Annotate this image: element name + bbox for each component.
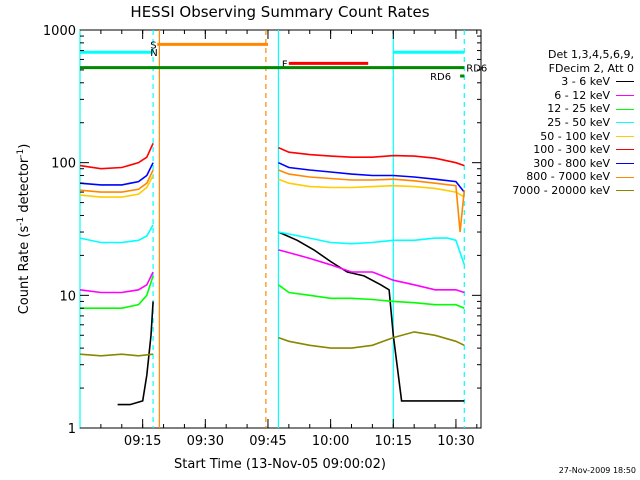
series-line — [278, 249, 465, 294]
y-axis-label-part: ) — [17, 144, 32, 149]
x-tick-label: 09:15 — [124, 434, 161, 449]
legend-label: 50 - 100 keV — [540, 129, 610, 143]
series-line — [278, 146, 465, 167]
x-tick-label: 09:45 — [249, 434, 286, 449]
y-axis-ticks: 1 10 100 1000 — [43, 24, 481, 437]
legend-label: 300 - 800 keV — [533, 156, 610, 170]
legend-entry: 800 - 7000 keV — [486, 170, 634, 184]
series-line — [278, 161, 465, 193]
legend-swatch — [616, 81, 634, 83]
y-axis-label-part: Count Rate (s — [17, 226, 32, 315]
series-line — [79, 175, 154, 198]
legend: Det 1,3,4,5,6,9, FDecim 2, Att 0 3 - 6 k… — [486, 48, 634, 198]
x-tick-label: 10:30 — [437, 434, 474, 449]
series-line — [79, 271, 154, 294]
legend-swatch — [616, 176, 634, 178]
x-tick-label: 10:00 — [312, 434, 349, 449]
x-tick-label: 09:30 — [187, 434, 224, 449]
y-axis-label-exponent: -1 — [16, 217, 26, 226]
legend-entry: 25 - 50 keV — [486, 116, 634, 130]
y-axis-label: Count Rate (s-1 detector-1) — [16, 144, 32, 315]
y-tick-label: 100 — [51, 157, 76, 172]
series-line — [277, 284, 465, 309]
flag-label: RD6 — [430, 72, 451, 83]
y-tick-label: 10 — [59, 289, 76, 304]
legend-entry: 12 - 25 keV — [486, 102, 634, 116]
flag-label: F — [282, 59, 288, 70]
legend-label: 25 - 50 keV — [547, 115, 610, 129]
series-line — [79, 353, 154, 357]
x-tick-label: 10:15 — [375, 434, 412, 449]
series-line — [278, 231, 466, 266]
series-line — [80, 275, 154, 309]
legend-header-line: Det 1,3,4,5,6,9, — [547, 48, 634, 61]
legend-swatch — [616, 163, 634, 165]
legend-swatch — [616, 95, 634, 97]
series-line — [278, 169, 466, 233]
legend-entries: 3 - 6 keV 6 - 12 keV 12 - 25 keV 25 - 50 ke… — [486, 75, 634, 197]
legend-swatch — [616, 149, 634, 151]
legend-label: 12 - 25 keV — [547, 102, 610, 116]
legend-entry: 7000 - 20000 keV — [486, 184, 634, 198]
legend-entry: 6 - 12 keV — [486, 89, 634, 103]
legend-entry: 100 - 300 keV — [486, 143, 634, 157]
x-axis-ticks: 09:15 09:30 09:45 10:00 10:15 10:30 — [100, 30, 478, 449]
legend-swatch — [616, 190, 634, 192]
plot-area — [79, 29, 482, 429]
legend-swatch — [616, 122, 634, 124]
y-axis-label-exponent: -1 — [16, 149, 26, 158]
series-line — [278, 178, 465, 198]
flag-bars: SN F RD6 RD6 — [80, 40, 487, 83]
flag-label: S — [150, 40, 156, 51]
flag-label: RD6 — [466, 64, 487, 75]
y-axis-label-part: detector — [17, 157, 32, 217]
legend-label: 6 - 12 keV — [554, 88, 610, 102]
legend-label: 800 - 7000 keV — [526, 170, 610, 184]
legend-entry: 3 - 6 keV — [486, 75, 634, 89]
legend-entry: 50 - 100 keV — [486, 130, 634, 144]
legend-entry: 300 - 800 keV — [486, 157, 634, 171]
vertical-markers — [79, 30, 465, 428]
series-line — [79, 224, 154, 244]
series-lines — [79, 142, 466, 406]
series-line — [79, 142, 154, 170]
legend-label: 100 - 300 keV — [533, 143, 610, 157]
flag-label: N — [150, 48, 157, 59]
series-line — [278, 331, 465, 349]
legend-swatch — [616, 135, 634, 137]
plot-frame — [79, 29, 482, 429]
series-line — [278, 231, 465, 402]
chart-title: HESSI Observing Summary Count Rates — [130, 3, 429, 21]
x-axis-label: Start Time (13-Nov-05 09:00:02) — [174, 457, 386, 472]
y-tick-label: 1 — [68, 422, 76, 437]
series-line — [79, 162, 154, 186]
legend-label: 7000 - 20000 keV — [512, 183, 610, 197]
series-line — [117, 301, 154, 406]
legend-label: 3 - 6 keV — [561, 75, 610, 89]
legend-swatch — [616, 108, 634, 110]
legend-header-line: FDecim 2, Att 0 — [548, 61, 634, 75]
y-tick-label: 1000 — [43, 24, 76, 39]
series-line — [79, 169, 154, 193]
timestamp: 27-Nov-2009 18:50 — [558, 466, 636, 475]
